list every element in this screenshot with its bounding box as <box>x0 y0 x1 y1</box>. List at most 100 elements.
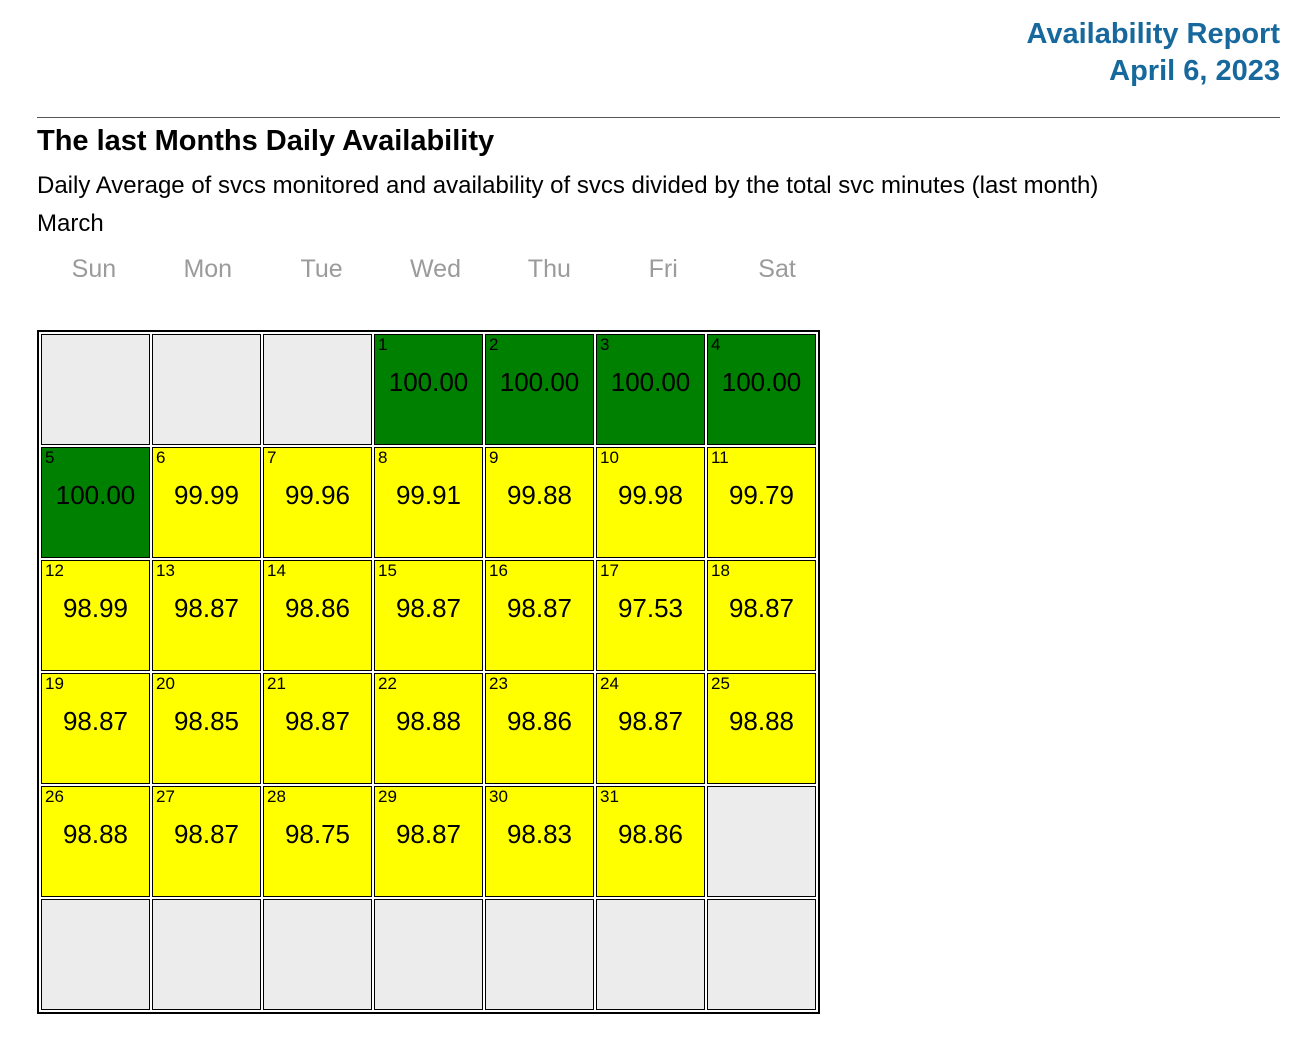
calendar-empty-cell <box>374 899 483 1010</box>
calendar-empty-cell <box>152 334 261 445</box>
calendar-week-row: 5 100.00 6 99.99 7 99.96 8 99.91 9 99.88 10 99.98 11… <box>41 447 816 558</box>
day-header-row: Sun Mon Tue Wed Thu Fri Sat <box>37 255 834 284</box>
availability-value: 100.00 <box>721 367 802 397</box>
calendar-day-cell: 3 100.00 <box>596 334 705 445</box>
day-number: 21 <box>267 674 286 693</box>
calendar-empty-cell <box>485 899 594 1010</box>
report-header: Availability Report April 6, 2023 <box>37 16 1280 90</box>
calendar-week-row: 26 98.88 27 98.87 28 98.75 29 98.87 30 98.83 31 98.… <box>41 786 816 897</box>
calendar-empty-cell <box>41 334 150 445</box>
calendar-week-row <box>41 899 816 1010</box>
day-number: 31 <box>600 787 619 806</box>
day-number: 5 <box>45 448 55 467</box>
calendar-empty-cell <box>263 334 372 445</box>
calendar-day-cell: 24 98.87 <box>596 673 705 784</box>
day-header: Fri <box>648 255 678 283</box>
day-number: 10 <box>600 448 619 467</box>
calendar-day-cell: 19 98.87 <box>41 673 150 784</box>
availability-value: 98.88 <box>62 819 129 849</box>
calendar-week-row: 1 100.00 2 100.00 3 100.00 4 100.00 <box>41 334 816 445</box>
calendar-empty-cell <box>707 899 816 1010</box>
availability-value: 98.88 <box>395 706 462 736</box>
day-header: Wed <box>410 255 461 283</box>
calendar-day-cell: 26 98.88 <box>41 786 150 897</box>
report-title: Availability Report <box>1026 18 1280 50</box>
calendar-day-cell: 31 98.86 <box>596 786 705 897</box>
calendar-day-cell: 14 98.86 <box>263 560 372 671</box>
header-divider <box>37 117 1280 118</box>
calendar-empty-cell <box>152 899 261 1010</box>
calendar-day-cell: 21 98.87 <box>263 673 372 784</box>
availability-value: 98.86 <box>617 819 684 849</box>
availability-value: 100.00 <box>499 367 580 397</box>
availability-value: 98.75 <box>284 819 351 849</box>
day-number: 22 <box>378 674 397 693</box>
calendar-empty-cell <box>41 899 150 1010</box>
day-number: 8 <box>378 448 388 467</box>
availability-value: 98.87 <box>506 593 573 623</box>
calendar-day-cell: 13 98.87 <box>152 560 261 671</box>
availability-value: 98.87 <box>395 819 462 849</box>
availability-value: 98.83 <box>506 819 573 849</box>
day-number: 28 <box>267 787 286 806</box>
calendar-day-cell: 17 97.53 <box>596 560 705 671</box>
calendar-week-row: 19 98.87 20 98.85 21 98.87 22 98.88 23 98.86 24 98.… <box>41 673 816 784</box>
calendar-day-cell: 16 98.87 <box>485 560 594 671</box>
calendar-day-cell: 28 98.75 <box>263 786 372 897</box>
section-heading: The last Months Daily Availability <box>37 125 495 157</box>
availability-value: 98.87 <box>284 706 351 736</box>
day-number: 1 <box>378 335 388 354</box>
day-number: 23 <box>489 674 508 693</box>
calendar-day-cell: 9 99.88 <box>485 447 594 558</box>
day-number: 24 <box>600 674 619 693</box>
availability-value: 99.99 <box>173 480 240 510</box>
day-header: Thu <box>527 255 571 283</box>
availability-value: 98.88 <box>728 706 795 736</box>
availability-value: 98.87 <box>395 593 462 623</box>
day-number: 16 <box>489 561 508 580</box>
availability-value: 99.98 <box>617 480 684 510</box>
calendar-body: 1 100.00 2 100.00 3 100.00 4 100.00 5 100.00 6 99.9… <box>41 334 816 1010</box>
report-date: April 6, 2023 <box>1109 55 1280 87</box>
day-number: 30 <box>489 787 508 806</box>
day-header: Tue <box>300 255 343 283</box>
day-number: 11 <box>711 448 729 467</box>
day-number: 9 <box>489 448 499 467</box>
calendar-week-row: 12 98.99 13 98.87 14 98.86 15 98.87 16 98.87 17 97.… <box>41 560 816 671</box>
day-number: 27 <box>156 787 175 806</box>
section-description: Daily Average of svcs monitored and avai… <box>37 172 1099 199</box>
calendar-day-cell: 15 98.87 <box>374 560 483 671</box>
day-header: Mon <box>183 255 233 283</box>
availability-value: 99.79 <box>728 480 795 510</box>
availability-value: 100.00 <box>610 367 691 397</box>
day-number: 20 <box>156 674 175 693</box>
day-number: 18 <box>711 561 730 580</box>
availability-value: 98.85 <box>173 706 240 736</box>
calendar-day-cell: 27 98.87 <box>152 786 261 897</box>
availability-value: 99.88 <box>506 480 573 510</box>
calendar-day-cell: 20 98.85 <box>152 673 261 784</box>
availability-value: 99.96 <box>284 480 351 510</box>
calendar-day-cell: 6 99.99 <box>152 447 261 558</box>
availability-value: 98.86 <box>284 593 351 623</box>
availability-value: 99.91 <box>395 480 462 510</box>
day-number: 26 <box>45 787 64 806</box>
calendar-day-cell: 18 98.87 <box>707 560 816 671</box>
month-label: March <box>37 210 104 237</box>
day-number: 12 <box>45 561 64 580</box>
calendar-day-cell: 2 100.00 <box>485 334 594 445</box>
calendar-empty-cell <box>596 899 705 1010</box>
calendar-day-cell: 23 98.86 <box>485 673 594 784</box>
day-number: 3 <box>600 335 610 354</box>
day-number: 4 <box>711 335 721 354</box>
availability-value: 98.87 <box>62 706 129 736</box>
availability-calendar: 1 100.00 2 100.00 3 100.00 4 100.00 5 100.00 6 99.9… <box>37 330 820 1014</box>
day-number: 13 <box>156 561 175 580</box>
day-header: Sun <box>71 255 117 283</box>
calendar-day-cell: 25 98.88 <box>707 673 816 784</box>
calendar-day-cell: 8 99.91 <box>374 447 483 558</box>
calendar-day-cell: 29 98.87 <box>374 786 483 897</box>
day-number: 17 <box>600 561 619 580</box>
availability-value: 98.86 <box>506 706 573 736</box>
availability-value: 98.87 <box>173 593 240 623</box>
